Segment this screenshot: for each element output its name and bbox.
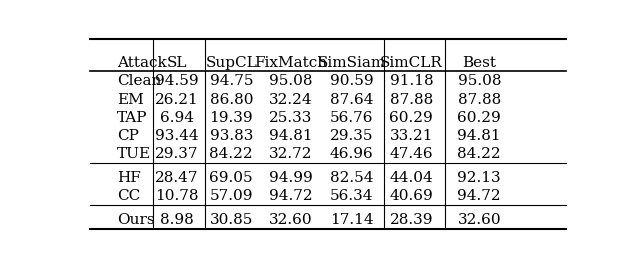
- Text: 56.76: 56.76: [330, 110, 374, 124]
- Text: 28.47: 28.47: [155, 170, 198, 184]
- Text: 17.14: 17.14: [330, 212, 374, 226]
- Text: 87.64: 87.64: [330, 92, 374, 106]
- Text: 46.96: 46.96: [330, 147, 374, 161]
- Text: 32.72: 32.72: [269, 147, 312, 161]
- Text: 40.69: 40.69: [390, 188, 433, 202]
- Text: 47.46: 47.46: [390, 147, 433, 161]
- Text: 8.98: 8.98: [160, 212, 193, 226]
- Text: TUE: TUE: [117, 147, 151, 161]
- Text: 56.34: 56.34: [330, 188, 374, 202]
- Text: FixMatch: FixMatch: [254, 56, 328, 70]
- Text: 93.44: 93.44: [155, 129, 198, 142]
- Text: HF: HF: [117, 170, 141, 184]
- Text: 60.29: 60.29: [458, 110, 501, 124]
- Text: CC: CC: [117, 188, 140, 202]
- Text: 30.85: 30.85: [209, 212, 253, 226]
- Text: Clean: Clean: [117, 74, 161, 88]
- Text: 94.59: 94.59: [155, 74, 198, 88]
- Text: SimCLR: SimCLR: [380, 56, 443, 70]
- Text: 95.08: 95.08: [458, 74, 501, 88]
- Text: EM: EM: [117, 92, 144, 106]
- Text: 93.83: 93.83: [209, 129, 253, 142]
- Text: 87.88: 87.88: [390, 92, 433, 106]
- Text: 32.60: 32.60: [269, 212, 312, 226]
- Text: 94.72: 94.72: [458, 188, 501, 202]
- Text: 28.39: 28.39: [390, 212, 433, 226]
- Text: 92.13: 92.13: [458, 170, 501, 184]
- Text: Ours: Ours: [117, 212, 155, 226]
- Text: 29.37: 29.37: [155, 147, 198, 161]
- Text: 84.22: 84.22: [209, 147, 253, 161]
- Text: 19.39: 19.39: [209, 110, 253, 124]
- Text: 95.08: 95.08: [269, 74, 312, 88]
- Text: 32.60: 32.60: [458, 212, 501, 226]
- Text: 94.75: 94.75: [209, 74, 253, 88]
- Text: 69.05: 69.05: [209, 170, 253, 184]
- Text: 33.21: 33.21: [390, 129, 433, 142]
- Text: CP: CP: [117, 129, 139, 142]
- Text: Best: Best: [462, 56, 496, 70]
- Text: 32.24: 32.24: [269, 92, 312, 106]
- Text: SL: SL: [166, 56, 187, 70]
- Text: Attack: Attack: [117, 56, 167, 70]
- Text: 94.99: 94.99: [269, 170, 313, 184]
- Text: 94.72: 94.72: [269, 188, 312, 202]
- Text: 86.80: 86.80: [209, 92, 253, 106]
- Text: 25.33: 25.33: [269, 110, 312, 124]
- Text: 87.88: 87.88: [458, 92, 501, 106]
- Text: 10.78: 10.78: [155, 188, 198, 202]
- Text: 90.59: 90.59: [330, 74, 374, 88]
- Text: 29.35: 29.35: [330, 129, 374, 142]
- Text: SimSiam: SimSiam: [317, 56, 386, 70]
- Text: SupCL: SupCL: [205, 56, 257, 70]
- Text: TAP: TAP: [117, 110, 148, 124]
- Text: 91.18: 91.18: [390, 74, 433, 88]
- Text: 94.81: 94.81: [269, 129, 312, 142]
- Text: 6.94: 6.94: [160, 110, 194, 124]
- Text: 44.04: 44.04: [390, 170, 433, 184]
- Text: 57.09: 57.09: [209, 188, 253, 202]
- Text: 26.21: 26.21: [155, 92, 198, 106]
- Text: 84.22: 84.22: [458, 147, 501, 161]
- Text: 82.54: 82.54: [330, 170, 374, 184]
- Text: 94.81: 94.81: [458, 129, 501, 142]
- Text: 60.29: 60.29: [390, 110, 433, 124]
